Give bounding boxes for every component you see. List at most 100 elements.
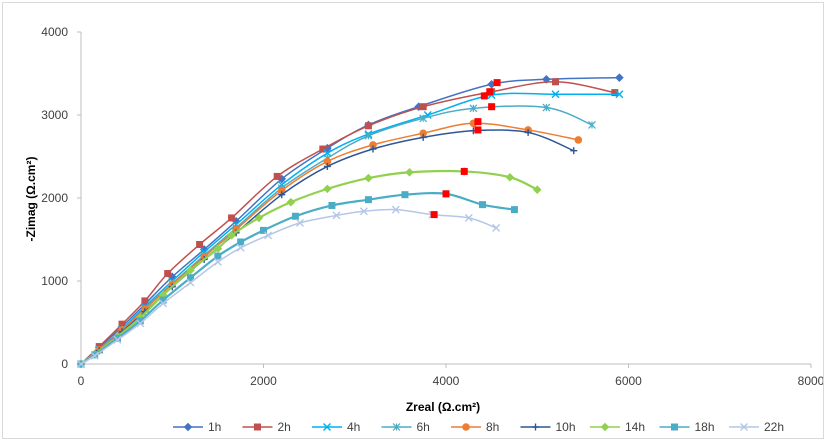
series-layer <box>76 73 624 369</box>
data-point-22h <box>213 257 222 266</box>
legend-item-4h: 4h <box>312 420 360 434</box>
data-point-8h <box>419 129 427 138</box>
highlight-marker <box>480 92 488 100</box>
data-point-22h <box>113 335 122 344</box>
data-point-2h <box>141 297 149 305</box>
data-point-18h <box>401 191 409 199</box>
data-point-2h <box>552 78 559 86</box>
legend-marker <box>323 423 331 431</box>
data-point-22h <box>264 231 273 240</box>
legend: 1h 2h 4h 6h 8h 10h 14h 18h 22h <box>173 420 784 434</box>
data-point-2h <box>419 103 427 111</box>
legend-label: 1h <box>208 420 221 434</box>
data-point-22h <box>90 351 99 360</box>
data-point-18h <box>159 296 167 304</box>
data-point-18h <box>136 317 144 325</box>
legend-label: 14h <box>625 420 645 434</box>
legend-label: 18h <box>695 420 715 434</box>
highlight-marker <box>474 126 482 134</box>
data-point-14h <box>213 244 223 253</box>
data-point-6h <box>364 131 373 140</box>
data-point-18h <box>328 201 336 209</box>
data-point-2h <box>228 214 236 222</box>
data-point-14h <box>186 265 195 275</box>
series-line-22h <box>80 208 497 365</box>
tick-labels: 0 2000 4000 6000 8000 0 1000 2000 3000 4000 <box>41 25 824 388</box>
data-point-22h <box>136 319 145 328</box>
data-point-14h <box>323 184 332 194</box>
y-axis-title: -Zimag (Ω.cm²) <box>24 157 38 242</box>
data-point-18h <box>479 201 486 209</box>
series-2h <box>77 78 619 368</box>
series-line-2h <box>80 81 615 365</box>
data-point-2h <box>319 145 327 153</box>
legend-item-2h: 2h <box>242 420 291 434</box>
legend-item-1h: 1h <box>173 420 221 434</box>
y-tick-label: 1000 <box>41 274 68 288</box>
highlight-marker <box>430 211 438 219</box>
data-point-14h <box>227 231 236 240</box>
x-tick-label: 4000 <box>433 374 460 388</box>
data-point-10h <box>570 147 578 155</box>
y-tick-label: 2000 <box>41 191 68 205</box>
data-point-18h <box>510 206 518 214</box>
series-line-6h <box>80 105 593 365</box>
data-point-4h <box>551 90 560 99</box>
y-tick-label: 0 <box>61 357 68 371</box>
data-point-6h <box>419 114 428 123</box>
data-point-14h <box>532 185 542 194</box>
highlight-marker <box>493 79 501 87</box>
data-point-14h <box>364 173 373 183</box>
data-point-8h <box>323 157 332 166</box>
data-point-6h <box>588 121 596 129</box>
axes <box>77 31 812 368</box>
legend-item-14h: 14h <box>590 420 645 434</box>
data-point-8h <box>369 141 377 149</box>
data-point-10h <box>524 128 532 136</box>
series-line-1h <box>80 76 620 365</box>
legend-item-18h: 18h <box>659 420 715 434</box>
data-point-2h <box>118 320 126 328</box>
legend-marker <box>532 423 539 431</box>
x-tick-label: 6000 <box>615 374 642 388</box>
data-point-2h <box>364 122 372 130</box>
highlight-marker <box>474 118 482 126</box>
data-point-22h <box>186 278 195 287</box>
data-point-18h <box>364 196 372 204</box>
y-tick-label: 3000 <box>41 108 68 122</box>
x-tick-label: 0 <box>78 374 85 388</box>
legend-marker <box>254 423 261 431</box>
legend-marker <box>392 423 401 431</box>
legend-item-8h: 8h <box>451 420 499 434</box>
series-18h <box>77 190 518 368</box>
highlight-marker <box>486 88 494 96</box>
legend-item-22h: 22h <box>729 420 784 434</box>
data-point-10h <box>419 133 427 141</box>
data-point-22h <box>236 243 245 252</box>
data-point-6h <box>469 104 478 113</box>
legend-label: 22h <box>764 420 784 434</box>
data-point-18h <box>214 252 222 260</box>
highlight-marker <box>488 103 496 111</box>
data-point-10h <box>369 145 377 153</box>
legend-label: 8h <box>486 420 499 434</box>
series-10h <box>77 127 578 368</box>
series-line-18h <box>80 192 515 365</box>
data-point-1h <box>615 73 624 82</box>
x-axis-title: Zreal (Ω.cm²) <box>406 400 480 414</box>
data-point-22h <box>77 360 85 368</box>
data-point-22h <box>492 223 501 232</box>
legend-label: 6h <box>417 420 430 434</box>
data-point-6h <box>542 103 551 112</box>
data-point-4h <box>615 90 624 99</box>
data-point-18h <box>187 274 194 282</box>
series-1h <box>76 73 624 369</box>
data-point-22h <box>159 299 168 308</box>
data-point-14h <box>254 213 264 223</box>
data-point-2h <box>196 240 204 248</box>
data-point-18h <box>114 334 121 342</box>
data-point-2h <box>164 270 172 278</box>
data-point-10h <box>278 191 286 199</box>
highlight-marker <box>442 190 450 198</box>
